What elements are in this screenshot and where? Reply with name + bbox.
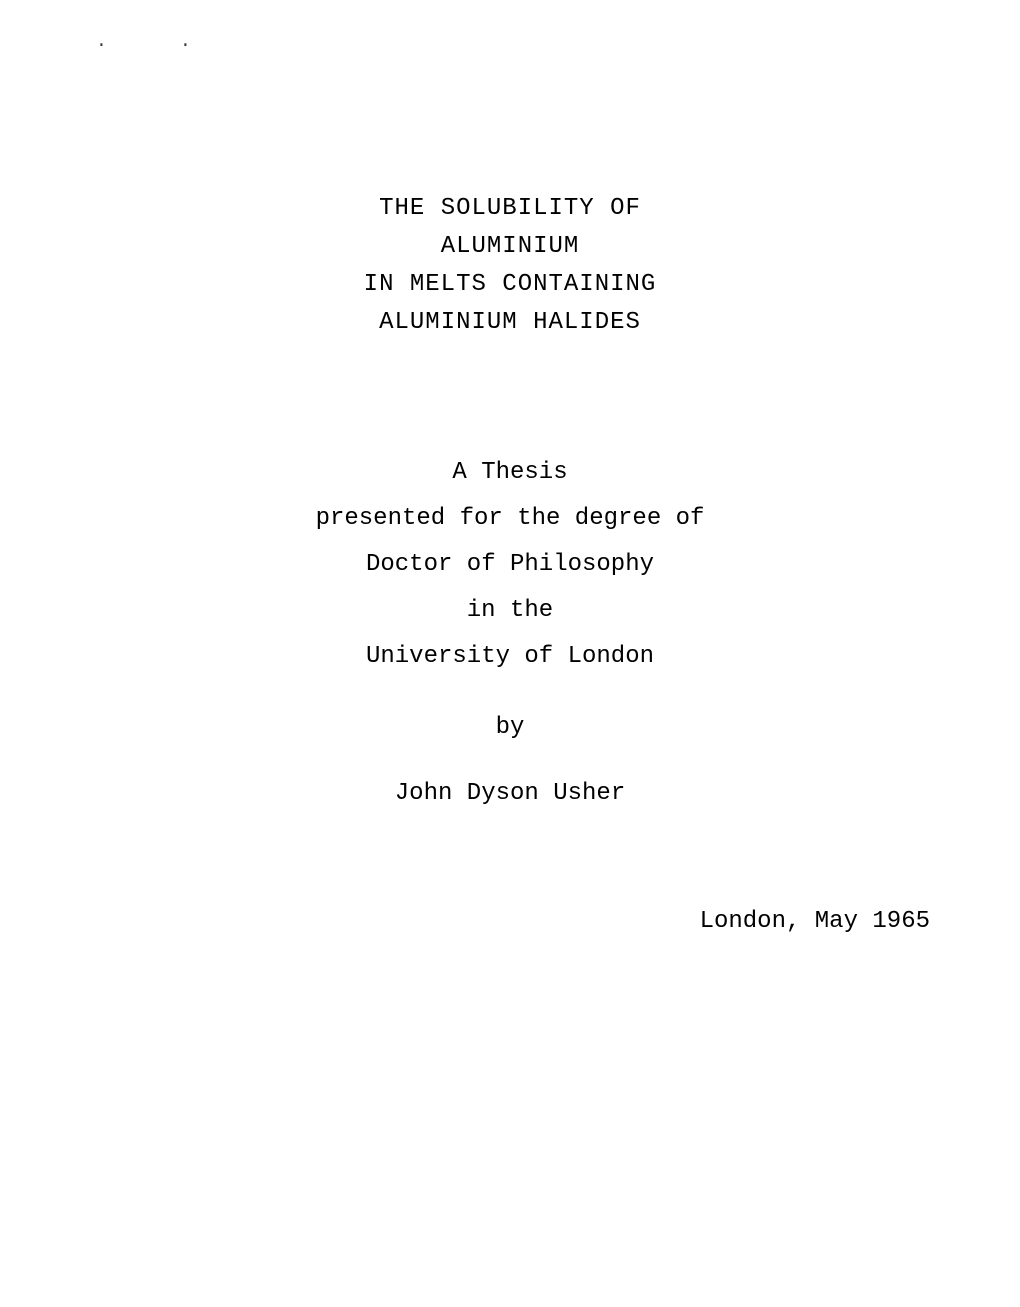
- title-line-1: THE SOLUBILITY OF: [0, 190, 1020, 228]
- thesis-university: University of London: [0, 634, 1020, 680]
- thesis-heading: A Thesis: [0, 450, 1020, 496]
- scan-speck: .: [96, 32, 107, 52]
- title-line-3: IN MELTS CONTAINING: [0, 266, 1020, 304]
- title-line-2: ALUMINIUM: [0, 228, 1020, 266]
- thesis-title-page: . . THE SOLUBILITY OF ALUMINIUM IN MELTS…: [0, 0, 1020, 1307]
- by-label: by: [0, 714, 1020, 741]
- thesis-degree-name: Doctor of Philosophy: [0, 542, 1020, 588]
- thesis-in-the: in the: [0, 588, 1020, 634]
- scan-speck: .: [180, 32, 191, 52]
- title-line-4: ALUMINIUM HALIDES: [0, 304, 1020, 342]
- date-location: London, May 1965: [700, 908, 930, 935]
- thesis-description-block: A Thesis presented for the degree of Doc…: [0, 450, 1020, 680]
- title-block: THE SOLUBILITY OF ALUMINIUM IN MELTS CON…: [0, 190, 1020, 342]
- thesis-degree-line: presented for the degree of: [0, 496, 1020, 542]
- author-name: John Dyson Usher: [0, 780, 1020, 807]
